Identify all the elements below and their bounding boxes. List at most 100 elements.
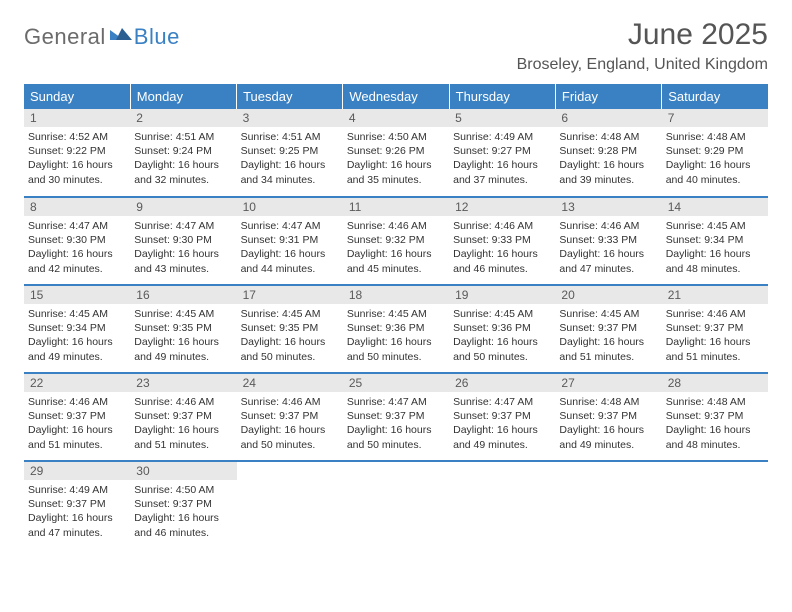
day-details: Sunrise: 4:51 AMSunset: 9:24 PMDaylight:…	[134, 130, 230, 187]
daylight-text: Daylight: 16 hours and 51 minutes.	[559, 335, 655, 363]
calendar-row: 1Sunrise: 4:52 AMSunset: 9:22 PMDaylight…	[24, 109, 768, 197]
sunset-text: Sunset: 9:33 PM	[559, 233, 655, 247]
calendar-cell: 24Sunrise: 4:46 AMSunset: 9:37 PMDayligh…	[237, 373, 343, 461]
calendar-cell	[662, 461, 768, 549]
day-number: 26	[449, 374, 555, 392]
weekday-header: Tuesday	[237, 84, 343, 109]
day-cell: 17 Sunrise: 4:45 AMSunset: 9:35 PMDayligh…	[237, 286, 343, 368]
sunrise-text: Sunrise: 4:46 AM	[134, 395, 230, 409]
sunset-text: Sunset: 9:24 PM	[134, 144, 230, 158]
sunset-text: Sunset: 9:37 PM	[134, 497, 230, 511]
sunset-text: Sunset: 9:35 PM	[134, 321, 230, 335]
sunrise-text: Sunrise: 4:48 AM	[666, 130, 762, 144]
day-details: Sunrise: 4:47 AMSunset: 9:30 PMDaylight:…	[134, 219, 230, 276]
calendar-cell: 3Sunrise: 4:51 AMSunset: 9:25 PMDaylight…	[237, 109, 343, 197]
sunset-text: Sunset: 9:30 PM	[28, 233, 124, 247]
sunrise-text: Sunrise: 4:52 AM	[28, 130, 124, 144]
sunset-text: Sunset: 9:36 PM	[347, 321, 443, 335]
day-details: Sunrise: 4:49 AMSunset: 9:37 PMDaylight:…	[28, 483, 124, 540]
sunset-text: Sunset: 9:27 PM	[453, 144, 549, 158]
day-number: 4	[343, 109, 449, 127]
day-number: 17	[237, 286, 343, 304]
calendar-row: 22 Sunrise: 4:46 AMSunset: 9:37 PMDayligh…	[24, 373, 768, 461]
calendar-cell: 30Sunrise: 4:50 AMSunset: 9:37 PMDayligh…	[130, 461, 236, 549]
sunrise-text: Sunrise: 4:48 AM	[559, 395, 655, 409]
day-number: 9	[130, 198, 236, 216]
day-details: Sunrise: 4:46 AMSunset: 9:37 PMDaylight:…	[28, 395, 124, 452]
day-cell: 11Sunrise: 4:46 AMSunset: 9:32 PMDayligh…	[343, 198, 449, 280]
sunset-text: Sunset: 9:33 PM	[453, 233, 549, 247]
day-cell: 12Sunrise: 4:46 AMSunset: 9:33 PMDayligh…	[449, 198, 555, 280]
day-cell: 22 Sunrise: 4:46 AMSunset: 9:37 PMDayligh…	[24, 374, 130, 456]
page-title: June 2025	[517, 18, 768, 52]
day-number: 22	[24, 374, 130, 392]
calendar-cell: 20Sunrise: 4:45 AMSunset: 9:37 PMDayligh…	[555, 285, 661, 373]
day-cell: 25Sunrise: 4:47 AMSunset: 9:37 PMDayligh…	[343, 374, 449, 456]
day-cell: 4 Sunrise: 4:50 AMSunset: 9:26 PMDaylight…	[343, 109, 449, 191]
day-number: 25	[343, 374, 449, 392]
day-number: 3	[237, 109, 343, 127]
day-cell: 13Sunrise: 4:46 AMSunset: 9:33 PMDayligh…	[555, 198, 661, 280]
sunset-text: Sunset: 9:37 PM	[28, 497, 124, 511]
day-number: 14	[662, 198, 768, 216]
day-cell: 26Sunrise: 4:47 AMSunset: 9:37 PMDayligh…	[449, 374, 555, 456]
calendar-cell: 23 Sunrise: 4:46 AMSunset: 9:37 PMDayligh…	[130, 373, 236, 461]
day-details: Sunrise: 4:48 AMSunset: 9:37 PMDaylight:…	[559, 395, 655, 452]
daylight-text: Daylight: 16 hours and 45 minutes.	[347, 247, 443, 275]
day-number: 30	[130, 462, 236, 480]
calendar-cell: 19Sunrise: 4:45 AMSunset: 9:36 PMDayligh…	[449, 285, 555, 373]
sunset-text: Sunset: 9:26 PM	[347, 144, 443, 158]
sunrise-text: Sunrise: 4:46 AM	[559, 219, 655, 233]
day-number: 16	[130, 286, 236, 304]
calendar-cell: 16Sunrise: 4:45 AMSunset: 9:35 PMDayligh…	[130, 285, 236, 373]
sunrise-text: Sunrise: 4:45 AM	[28, 307, 124, 321]
day-number: 29	[24, 462, 130, 480]
calendar-cell: 2Sunrise: 4:51 AMSunset: 9:24 PMDaylight…	[130, 109, 236, 197]
calendar-cell: 27Sunrise: 4:48 AMSunset: 9:37 PMDayligh…	[555, 373, 661, 461]
logo-text-general: General	[24, 24, 106, 50]
day-number: 1	[24, 109, 130, 127]
daylight-text: Daylight: 16 hours and 50 minutes.	[453, 335, 549, 363]
daylight-text: Daylight: 16 hours and 50 minutes.	[241, 335, 337, 363]
sunrise-text: Sunrise: 4:47 AM	[134, 219, 230, 233]
sunset-text: Sunset: 9:25 PM	[241, 144, 337, 158]
day-cell: 28Sunrise: 4:48 AMSunset: 9:37 PMDayligh…	[662, 374, 768, 456]
day-number: 19	[449, 286, 555, 304]
calendar-cell: 17 Sunrise: 4:45 AMSunset: 9:35 PMDayligh…	[237, 285, 343, 373]
sunrise-text: Sunrise: 4:49 AM	[453, 130, 549, 144]
day-number: 12	[449, 198, 555, 216]
daylight-text: Daylight: 16 hours and 39 minutes.	[559, 158, 655, 186]
calendar-page: General Blue June 2025 Broseley, England…	[0, 0, 792, 612]
daylight-text: Daylight: 16 hours and 32 minutes.	[134, 158, 230, 186]
calendar-cell: 25Sunrise: 4:47 AMSunset: 9:37 PMDayligh…	[343, 373, 449, 461]
sunrise-text: Sunrise: 4:45 AM	[666, 219, 762, 233]
day-number: 23	[130, 374, 236, 392]
day-number: 7	[662, 109, 768, 127]
calendar-row: 15Sunrise: 4:45 AMSunset: 9:34 PMDayligh…	[24, 285, 768, 373]
calendar-cell: 29 Sunrise: 4:49 AMSunset: 9:37 PMDayligh…	[24, 461, 130, 549]
calendar-cell: 9 Sunrise: 4:47 AMSunset: 9:30 PMDaylight…	[130, 197, 236, 285]
calendar-table: Sunday Monday Tuesday Wednesday Thursday…	[24, 84, 768, 549]
day-cell: 29 Sunrise: 4:49 AMSunset: 9:37 PMDayligh…	[24, 462, 130, 544]
daylight-text: Daylight: 16 hours and 51 minutes.	[134, 423, 230, 451]
day-details: Sunrise: 4:45 AMSunset: 9:35 PMDaylight:…	[241, 307, 337, 364]
sunrise-text: Sunrise: 4:46 AM	[347, 219, 443, 233]
day-cell: 27Sunrise: 4:48 AMSunset: 9:37 PMDayligh…	[555, 374, 661, 456]
sunset-text: Sunset: 9:37 PM	[134, 409, 230, 423]
day-details: Sunrise: 4:45 AMSunset: 9:37 PMDaylight:…	[559, 307, 655, 364]
weekday-header: Friday	[555, 84, 661, 109]
daylight-text: Daylight: 16 hours and 51 minutes.	[666, 335, 762, 363]
calendar-cell: 7Sunrise: 4:48 AMSunset: 9:29 PMDaylight…	[662, 109, 768, 197]
day-number: 13	[555, 198, 661, 216]
day-number: 18	[343, 286, 449, 304]
sunrise-text: Sunrise: 4:45 AM	[559, 307, 655, 321]
day-details: Sunrise: 4:45 AMSunset: 9:34 PMDaylight:…	[666, 219, 762, 276]
daylight-text: Daylight: 16 hours and 40 minutes.	[666, 158, 762, 186]
day-cell: 1Sunrise: 4:52 AMSunset: 9:22 PMDaylight…	[24, 109, 130, 191]
sunrise-text: Sunrise: 4:45 AM	[241, 307, 337, 321]
day-cell: 18Sunrise: 4:45 AMSunset: 9:36 PMDayligh…	[343, 286, 449, 368]
calendar-cell: 8Sunrise: 4:47 AMSunset: 9:30 PMDaylight…	[24, 197, 130, 285]
day-details: Sunrise: 4:50 AMSunset: 9:26 PMDaylight:…	[347, 130, 443, 187]
day-number: 10	[237, 198, 343, 216]
calendar-cell: 28Sunrise: 4:48 AMSunset: 9:37 PMDayligh…	[662, 373, 768, 461]
